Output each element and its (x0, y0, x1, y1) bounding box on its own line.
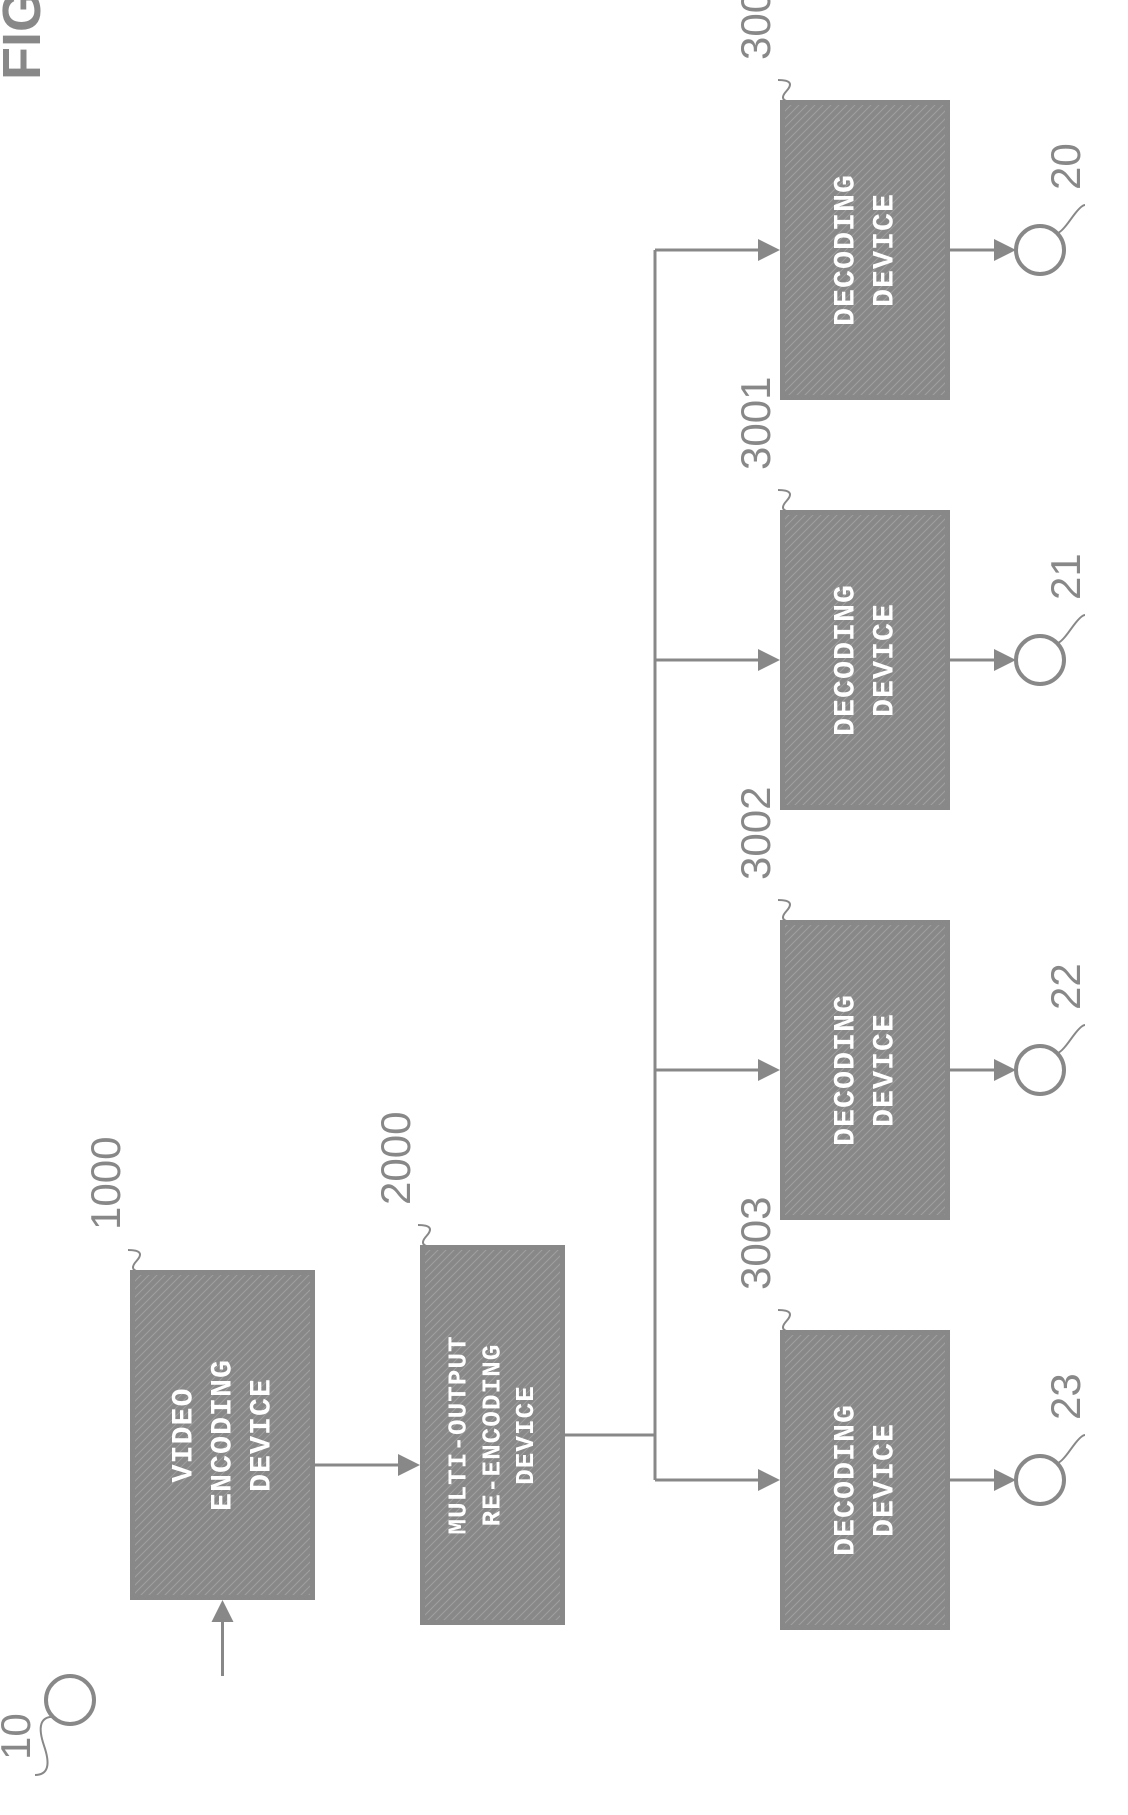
svg-text:DECODING: DECODING (829, 584, 863, 736)
figure-title: FIG. 1 (0, 0, 52, 80)
svg-text:DEVICE: DEVICE (868, 1423, 902, 1537)
svg-text:DEVICE: DEVICE (868, 193, 902, 307)
svg-text:3000: 3000 (732, 0, 779, 60)
blocks-group: VIDEOENCODINGDEVICEMULTI-OUTPUTRE-ENCODI… (130, 100, 950, 1630)
svg-text:10: 10 (0, 1713, 39, 1760)
svg-text:DECODING: DECODING (829, 174, 863, 326)
svg-text:DEVICE: DEVICE (868, 1013, 902, 1127)
svg-text:1000: 1000 (82, 1137, 129, 1230)
svg-text:VIDEO: VIDEO (167, 1387, 201, 1482)
svg-text:DEVICE: DEVICE (511, 1385, 541, 1485)
svg-text:21: 21 (1042, 553, 1089, 600)
svg-text:RE-ENCODING: RE-ENCODING (477, 1344, 507, 1527)
svg-text:3003: 3003 (732, 1197, 779, 1290)
svg-text:DEVICE: DEVICE (868, 603, 902, 717)
svg-text:DECODING: DECODING (829, 1404, 863, 1556)
svg-text:3002: 3002 (732, 787, 779, 880)
svg-text:2000: 2000 (372, 1112, 419, 1205)
svg-text:DEVICE: DEVICE (245, 1378, 279, 1492)
svg-text:23: 23 (1042, 1373, 1089, 1420)
svg-text:20: 20 (1042, 143, 1089, 190)
svg-text:3001: 3001 (732, 377, 779, 470)
svg-text:22: 22 (1042, 963, 1089, 1010)
svg-text:DECODING: DECODING (829, 994, 863, 1146)
svg-text:ENCODING: ENCODING (206, 1359, 240, 1511)
svg-text:MULTI-OUTPUT: MULTI-OUTPUT (444, 1335, 474, 1534)
diagram-canvas: FIG. 1 VIDEOENCODINGDEVICEMULTI-OUTPUTRE… (0, 0, 1128, 1815)
